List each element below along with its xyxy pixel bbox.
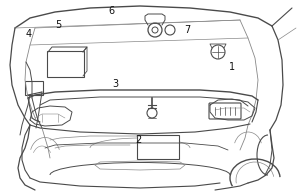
Text: 5: 5	[56, 20, 62, 30]
Text: 4: 4	[26, 29, 32, 39]
FancyBboxPatch shape	[25, 81, 43, 95]
Text: 3: 3	[112, 79, 118, 89]
FancyBboxPatch shape	[209, 103, 241, 119]
Circle shape	[152, 27, 158, 33]
FancyBboxPatch shape	[137, 135, 179, 159]
Text: 2: 2	[135, 135, 141, 145]
Text: 6: 6	[108, 6, 114, 16]
FancyBboxPatch shape	[47, 51, 84, 77]
Circle shape	[165, 25, 175, 35]
Text: 7: 7	[184, 25, 190, 35]
Circle shape	[211, 45, 225, 59]
Circle shape	[147, 108, 157, 118]
Text: 1: 1	[230, 62, 236, 72]
Circle shape	[148, 23, 162, 37]
